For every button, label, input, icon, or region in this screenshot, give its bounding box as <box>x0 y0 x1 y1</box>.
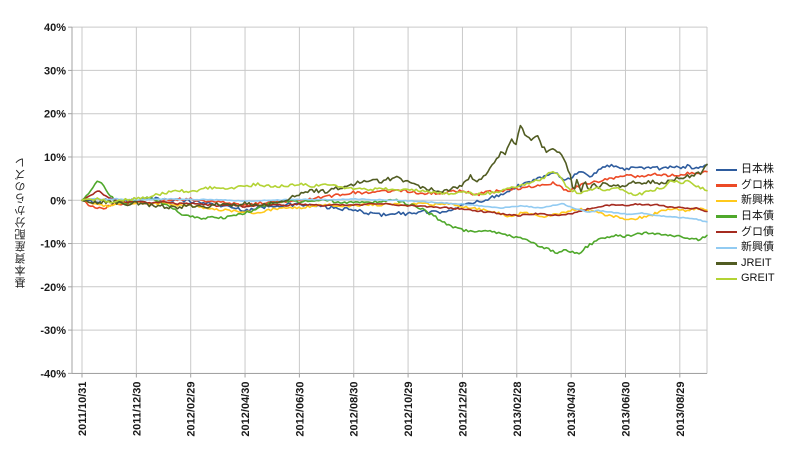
x-tick-label: 2013/08/29 <box>675 382 687 437</box>
x-tick-label: 2012/12/29 <box>457 382 469 437</box>
series-line-新興債 <box>81 197 708 223</box>
y-tick-label: -40% <box>40 368 66 380</box>
series-line-JREIT <box>81 124 708 210</box>
legend-item: 日本債 <box>716 209 775 225</box>
x-tick-label: 2012/02/29 <box>186 382 198 437</box>
x-tick-label: 2011/12/30 <box>131 382 143 436</box>
y-tick-label: -30% <box>40 325 66 337</box>
legend-swatch <box>716 230 737 234</box>
legend-swatch <box>716 215 737 218</box>
legend-swatch <box>716 262 737 265</box>
legend-label: JREIT <box>741 256 772 269</box>
x-tick-label: 2013/04/30 <box>566 382 578 437</box>
series-line-グロ債 <box>81 190 708 217</box>
y-tick-label: 0% <box>50 195 66 207</box>
y-tick-label: 10% <box>44 152 66 164</box>
legend: 日本株グロ株新興株日本債グロ債新興債 JREIT GREIT <box>716 162 775 287</box>
x-tick-label: 2012/10/29 <box>403 382 415 437</box>
legend-item: GREIT <box>716 271 775 287</box>
legend-item: 日本株 <box>716 162 775 178</box>
legend-item: グロ株 <box>716 178 775 194</box>
legend-swatch <box>716 168 737 172</box>
y-axis-title: 基本資産配分からのズレ <box>15 156 27 289</box>
series-line-GREIT <box>81 170 708 204</box>
x-tick-label: 2013/02/28 <box>512 382 524 437</box>
y-tick-label: 30% <box>44 65 66 77</box>
x-tick-label: 2012/06/30 <box>294 382 306 437</box>
legend-item: 新興株 <box>716 193 775 209</box>
y-tick-label: 40% <box>44 22 66 34</box>
legend-label: グロ株 <box>741 178 774 191</box>
legend-label: 日本株 <box>741 163 774 176</box>
legend-label: 新興株 <box>741 194 774 207</box>
legend-label: グロ債 <box>741 225 774 238</box>
x-tick-label: 2012/08/30 <box>349 382 361 437</box>
legend-swatch <box>716 277 737 281</box>
y-tick-label: 20% <box>44 109 66 121</box>
legend-swatch <box>716 184 737 187</box>
legend-label: 日本債 <box>741 210 774 223</box>
legend-item: グロ債 <box>716 224 775 240</box>
legend-item: JREIT <box>716 256 775 272</box>
y-tick-label: -20% <box>40 282 66 294</box>
x-tick-label: 2013/06/30 <box>620 382 632 437</box>
legend-swatch <box>716 199 737 203</box>
x-tick-label: 2011/10/31 <box>77 382 89 436</box>
x-tick-label: 2012/04/30 <box>240 382 252 437</box>
legend-item: 新興債 <box>716 240 775 256</box>
legend-label: GREIT <box>741 272 775 285</box>
y-tick-label: -10% <box>40 239 66 251</box>
legend-label: 新興債 <box>741 241 774 254</box>
legend-swatch <box>716 246 737 250</box>
